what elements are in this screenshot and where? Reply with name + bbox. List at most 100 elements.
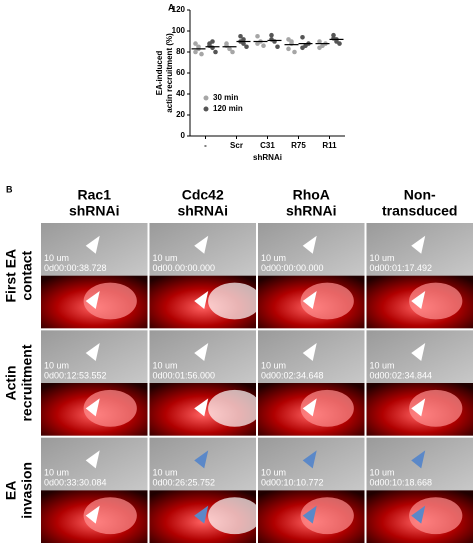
row-label: recruitment xyxy=(19,344,35,421)
arrowhead xyxy=(411,343,426,362)
x-tick-label: R11 xyxy=(322,141,337,150)
arrowhead xyxy=(194,505,209,524)
cell-signal xyxy=(208,497,262,535)
column-header: shRNAi xyxy=(286,203,337,219)
scale-bar-label: 10 um xyxy=(261,360,286,370)
point xyxy=(255,33,260,39)
arrowhead xyxy=(302,235,317,254)
point xyxy=(317,39,322,44)
scale-bar-label: 10 um xyxy=(153,468,178,478)
x-tick-label: C31 xyxy=(260,141,275,150)
cell-signal xyxy=(409,497,463,535)
y-tick-label: 20 xyxy=(176,110,185,119)
scale-bar-label: 10 um xyxy=(44,360,69,370)
point xyxy=(300,45,305,51)
cell-signal xyxy=(83,497,137,535)
column-header: shRNAi xyxy=(177,203,228,219)
point xyxy=(199,51,204,57)
column-header: Rac1 xyxy=(78,187,112,203)
arrowhead xyxy=(85,505,100,524)
point xyxy=(244,44,249,50)
arrowhead xyxy=(85,450,100,469)
point xyxy=(286,46,291,52)
y-axis-label: actin recruitment (%) xyxy=(165,33,174,113)
panel-label: B xyxy=(6,184,13,194)
x-tick-label: Scr xyxy=(230,141,243,150)
arrowhead xyxy=(302,291,317,309)
y-tick-label: 80 xyxy=(176,47,185,56)
point xyxy=(241,37,246,42)
arrowhead xyxy=(411,235,426,254)
y-tick-label: 60 xyxy=(176,68,185,77)
arrowhead xyxy=(85,291,100,309)
arrowhead xyxy=(411,398,426,417)
point xyxy=(196,44,201,50)
row-label: First EA xyxy=(3,249,19,303)
timestamp: 0d00:00:38.728 xyxy=(44,263,107,273)
timestamp: 0d00.00:00.000 xyxy=(153,263,216,273)
cell-signal xyxy=(300,497,354,535)
point xyxy=(213,49,218,55)
point xyxy=(255,41,260,46)
cell-signal xyxy=(409,389,463,427)
timestamp: 0d00:00:00.000 xyxy=(261,263,324,273)
cell-signal xyxy=(300,282,354,320)
timestamp: 0d00:26:25.752 xyxy=(153,478,216,488)
arrowhead xyxy=(194,235,209,254)
row-label: Actin xyxy=(3,366,19,401)
point xyxy=(289,39,294,44)
point xyxy=(227,46,232,52)
point xyxy=(275,44,280,50)
arrowhead xyxy=(85,343,100,362)
scale-bar-label: 10 um xyxy=(370,253,395,263)
scale-bar-label: 10 um xyxy=(370,468,395,478)
cell-signal xyxy=(208,389,262,427)
arrowhead xyxy=(302,505,317,524)
column-header: shRNAi xyxy=(69,203,120,219)
scale-bar-label: 10 um xyxy=(44,253,69,263)
arrowhead xyxy=(194,343,209,362)
point xyxy=(300,35,305,40)
arrowhead xyxy=(411,291,426,309)
arrowhead xyxy=(302,398,317,417)
point xyxy=(230,49,235,55)
column-header: Non- xyxy=(404,187,436,203)
scale-bar-label: 10 um xyxy=(370,360,395,370)
arrowhead xyxy=(302,450,317,469)
timestamp: 0d00:10:10.772 xyxy=(261,478,324,488)
column-header: Cdc42 xyxy=(182,187,224,203)
y-tick-label: 100 xyxy=(172,26,186,35)
y-axis-label: EA-induced xyxy=(155,51,164,96)
timestamp: 0d00:01:17.492 xyxy=(370,263,433,273)
point xyxy=(269,32,274,38)
point xyxy=(210,39,215,44)
cell-signal xyxy=(83,282,137,320)
scale-bar-label: 10 um xyxy=(261,253,286,263)
arrowhead xyxy=(194,450,209,469)
timestamp: 0d00:10:18.668 xyxy=(370,478,433,488)
point xyxy=(292,49,297,55)
timestamp: 0d00:33:30.084 xyxy=(44,478,107,488)
point xyxy=(331,32,336,38)
timestamp: 0d00:01:56.000 xyxy=(153,370,216,380)
legend-label: 30 min xyxy=(213,93,238,102)
scale-bar-label: 10 um xyxy=(153,253,178,263)
row-label: EA xyxy=(3,481,19,500)
panel-label: A xyxy=(168,2,175,12)
y-tick-label: 0 xyxy=(181,131,186,140)
point xyxy=(334,39,339,44)
column-header: transduced xyxy=(382,203,457,219)
y-tick-label: 120 xyxy=(172,5,186,14)
legend-marker xyxy=(203,106,209,112)
x-axis-label: shRNAi xyxy=(253,153,282,162)
timestamp: 0d00:02:34.844 xyxy=(370,370,433,380)
arrowhead xyxy=(411,450,426,469)
x-tick-label: R75 xyxy=(291,141,306,150)
arrowhead xyxy=(85,235,100,254)
point xyxy=(261,43,266,48)
timestamp: 0d00:12:53.552 xyxy=(44,370,107,380)
point xyxy=(238,33,243,39)
timestamp: 0d00:02:34.648 xyxy=(261,370,324,380)
y-tick-label: 40 xyxy=(176,89,185,98)
